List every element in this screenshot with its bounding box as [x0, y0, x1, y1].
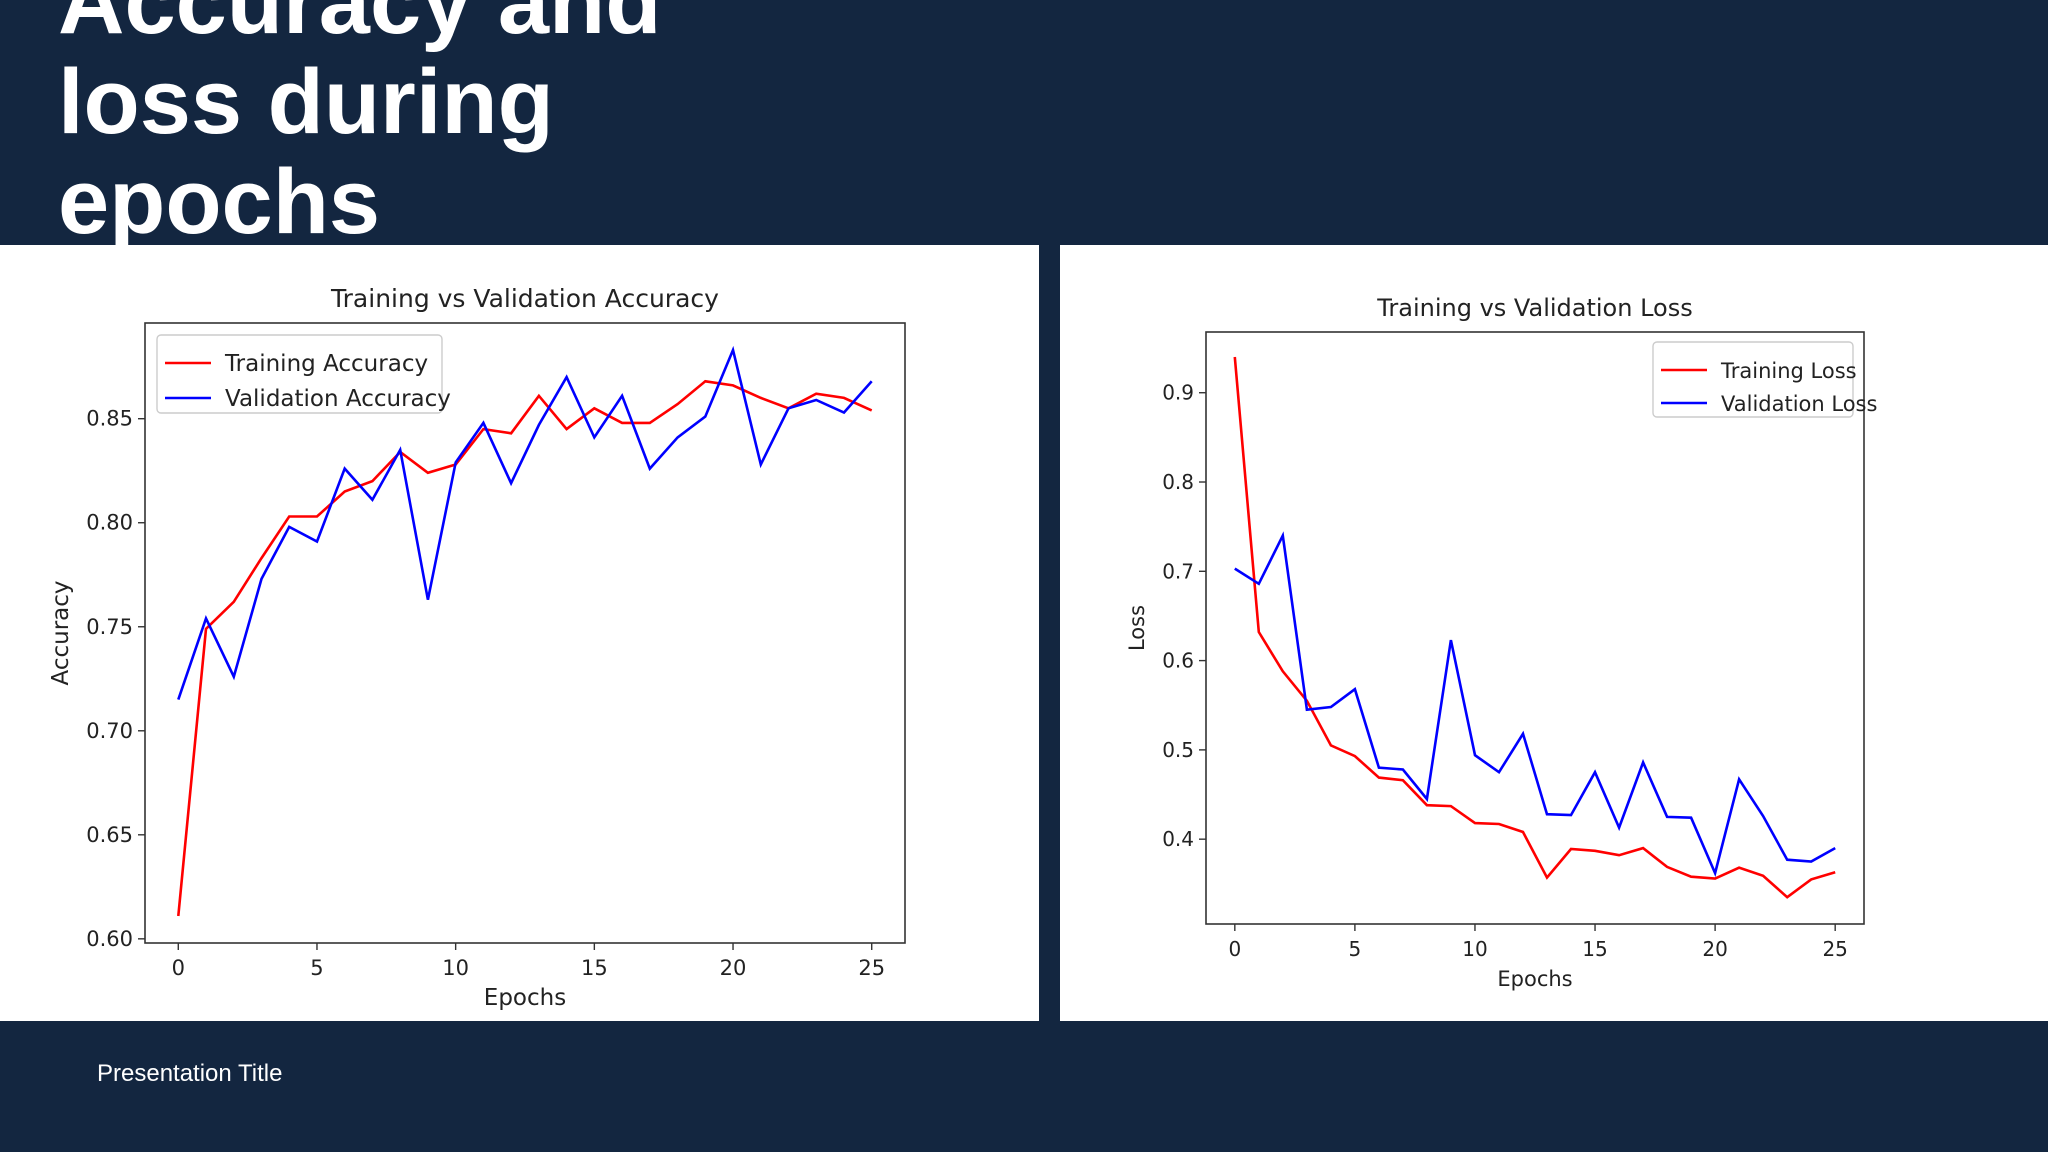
x-tick-label: 10	[442, 956, 469, 980]
chart-title: Training vs Validation Loss	[1376, 294, 1692, 322]
legend-label: Validation Loss	[1721, 392, 1877, 416]
x-axis-label: Epochs	[484, 985, 566, 1011]
legend-label: Training Accuracy	[224, 351, 428, 377]
y-tick-label: 0.80	[86, 511, 133, 535]
y-tick-label: 0.70	[86, 719, 133, 743]
loss-chart-panel: Training vs Validation Loss 0 5 10 15 20 25 0.4…	[1060, 245, 2048, 1021]
y-tick-label: 0.7	[1162, 559, 1194, 583]
x-tick-label: 25	[858, 956, 885, 980]
y-tick-label: 0.5	[1162, 738, 1194, 762]
x-axis-label: Epochs	[1497, 967, 1572, 991]
x-tick-label: 20	[1702, 937, 1727, 961]
plot-frame	[144, 322, 906, 944]
y-tick-label: 0.6	[1162, 649, 1194, 673]
footer-presentation-title: Presentation Title	[97, 1060, 283, 1087]
legend-label: Validation Accuracy	[225, 386, 451, 412]
series-line-validation-accuracy	[177, 345, 873, 701]
x-tick-label: 0	[172, 956, 185, 980]
series-line-training-loss	[1233, 356, 1836, 899]
accuracy-chart-panel: Training vs Validation Accuracy 0 5 10 15 20 2…	[0, 245, 1039, 1021]
legend-box	[156, 334, 443, 414]
series-line-training-accuracy	[177, 379, 873, 917]
legend-box	[1652, 341, 1854, 418]
y-tick-label: 0.65	[86, 823, 133, 847]
y-tick-label: 0.85	[86, 407, 133, 431]
y-tick-label: 0.8	[1162, 470, 1194, 494]
x-tick-label: 5	[310, 956, 323, 980]
slide-title: Accuracy and loss during epochs	[58, 0, 662, 253]
y-tick-label: 0.9	[1162, 381, 1194, 405]
plot-frame	[1205, 331, 1865, 925]
y-tick-label: 0.60	[86, 927, 133, 951]
x-tick-label: 5	[1349, 937, 1362, 961]
legend-label: Training Loss	[1720, 359, 1857, 383]
x-tick-label: 15	[581, 956, 608, 980]
y-axis-label: Accuracy	[48, 580, 74, 685]
x-tick-label: 25	[1822, 937, 1847, 961]
series-line-validation-loss	[1234, 531, 1836, 878]
y-axis-label: Loss	[1125, 605, 1149, 651]
y-tick-label: 0.75	[86, 615, 133, 639]
chart-title: Training vs Validation Accuracy	[330, 284, 719, 313]
x-tick-label: 0	[1228, 937, 1241, 961]
accuracy-chart: Training vs Validation Accuracy 0 5 10 15 20 2…	[48, 284, 906, 1011]
x-tick-label: 10	[1462, 937, 1487, 961]
x-tick-label: 15	[1582, 937, 1607, 961]
y-tick-label: 0.4	[1162, 827, 1194, 851]
loss-chart: Training vs Validation Loss 0 5 10 15 20 25 0.4…	[1125, 294, 1877, 991]
x-tick-label: 20	[720, 956, 747, 980]
